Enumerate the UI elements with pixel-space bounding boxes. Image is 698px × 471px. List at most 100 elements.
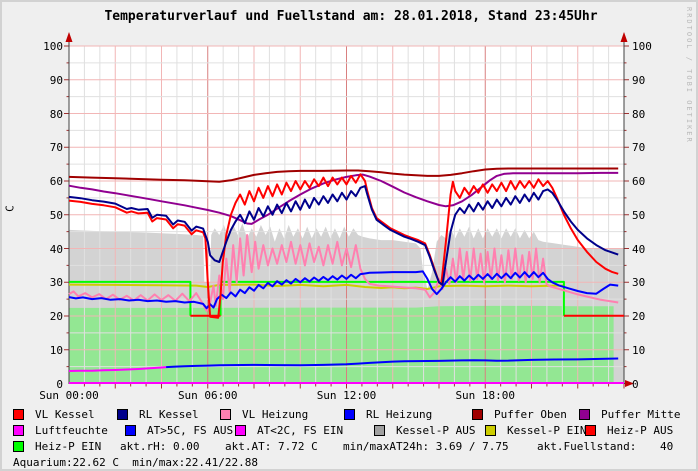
x-axis-arrow: [625, 380, 634, 387]
legend-row: Heiz-P EIN akt.rH: 0.00 akt.AT: 7.72 C min/…: [2, 440, 696, 454]
kessel-p-ein-line: [68, 283, 564, 290]
legend-swatch: [13, 425, 24, 436]
y-tick-label-right: 20: [632, 310, 646, 323]
legend-item: min/maxAT24h: 3.69 / 7.75: [343, 440, 509, 453]
legend-swatch: [579, 409, 590, 420]
legend-item: VL Kessel: [13, 408, 95, 421]
y-tick-label-left: 100: [43, 40, 63, 53]
y-tick-label-right: 30: [632, 276, 646, 290]
y-tick-label-left: 60: [49, 175, 63, 188]
legend-label: RL Heizung: [366, 408, 433, 421]
legend-text: akt.Fuellstand:: [537, 440, 637, 453]
y-tick-label-right: 80: [632, 107, 646, 121]
y-tick-label-left: 20: [49, 310, 63, 323]
legend-item: 40: [660, 440, 673, 453]
at-magenta-line: [68, 366, 167, 372]
y-tick-label-right: 0: [632, 377, 639, 391]
legend-swatch: [472, 409, 483, 420]
grid-layer: [69, 45, 624, 384]
legend-text: min/maxAT24h: 3.69 / 7.75: [343, 440, 509, 453]
legend-swatch: [220, 409, 231, 420]
legend-label: Luftfeuchte: [35, 424, 108, 437]
right-axis-arrow: [620, 32, 628, 42]
x-tick-label: Sun 00:00: [39, 389, 99, 402]
legend-item: Puffer Oben: [472, 408, 567, 421]
legend-label: AT<2C, FS EIN: [257, 424, 344, 437]
legend-swatch: [374, 425, 385, 436]
left-axis-arrow: [65, 32, 73, 42]
heiz-p-ein-line: [69, 280, 192, 316]
vl-heizung-line: [68, 234, 619, 312]
legend-text: akt.rH: 0.00: [120, 440, 200, 453]
legend-swatch: [13, 441, 24, 452]
legend-label: Puffer Oben: [494, 408, 567, 421]
y-tick-label-right: 60: [632, 175, 646, 188]
legend-label: RL Kessel: [139, 408, 199, 421]
x-tick-label: Sun 18:00: [455, 389, 516, 402]
y-tick-label-right: 50: [632, 208, 646, 222]
rl-kessel-line: [68, 185, 619, 286]
legend-item: Luftfeuchte: [13, 424, 108, 437]
legend-item: VL Heizung: [220, 408, 308, 421]
legend-swatch: [485, 425, 496, 436]
at-blue-line: [166, 357, 619, 369]
legend-swatch: [117, 409, 128, 420]
legend-label: VL Heizung: [242, 408, 309, 421]
y-tick-label-right: 40: [632, 242, 646, 256]
legend-item: AT>5C, FS AUS: [125, 424, 233, 437]
y-tick-label-left: 80: [49, 107, 63, 121]
legend-swatch: [344, 409, 355, 420]
legend-text: Aquarium:22.62 C min/max:22.41/22.88: [13, 456, 259, 469]
puffer-mitte-line: [68, 171, 619, 225]
y-tick-label-left: 70: [49, 141, 63, 155]
legend-label: Heiz-P EIN: [35, 440, 102, 453]
legend-label: VL Kessel: [35, 408, 95, 421]
y-tick-label-right: 10: [632, 343, 646, 357]
legend-item: akt.AT: 7.72 C: [225, 440, 318, 453]
legend-label: Kessel-P EIN: [507, 424, 587, 437]
x-tick-label: Sun 06:00: [177, 389, 238, 402]
legend-text: 40: [660, 440, 674, 453]
legend-label: AT>5C, FS AUS: [147, 424, 234, 437]
vl-kessel-line: [68, 173, 619, 319]
legend-swatch: [235, 425, 246, 436]
legend-text: akt.AT: 7.72 C: [225, 440, 318, 453]
legend-item: Heiz-P EIN: [13, 440, 101, 453]
legend-label: Puffer Mitte: [601, 408, 681, 421]
y-tick-label-right: 100: [632, 40, 652, 53]
legend-item: RL Kessel: [117, 408, 199, 421]
legend-swatch: [125, 425, 136, 436]
legend-swatch: [13, 409, 24, 420]
y-tick-label-left: 30: [49, 276, 63, 290]
legend-swatch: [585, 425, 596, 436]
legend-row: VL Kessel RL Kessel VL Heizung RL Heizung Pu…: [2, 408, 696, 422]
rrdtool-watermark: RRDTOOL / TOBI OETIKER: [685, 7, 693, 144]
puffer-oben-line: [68, 167, 619, 183]
legend-item: Aquarium:22.62 C min/max:22.41/22.88: [13, 456, 258, 469]
fuellstand-area: [69, 305, 614, 384]
y-tick-label-left: 50: [49, 208, 63, 222]
legend-label: Kessel-P AUS: [396, 424, 476, 437]
legend-item: AT<2C, FS EIN: [235, 424, 343, 437]
legend-item: Heiz-P AUS: [585, 424, 673, 437]
legend-row: Aquarium:22.62 C min/max:22.41/22.88: [2, 456, 696, 469]
rl-heizung-line: [68, 270, 619, 310]
legend-item: akt.Fuellstand:: [537, 440, 636, 453]
y-tick-label-left: 40: [49, 242, 63, 256]
x-tick-label: Sun 12:00: [316, 389, 377, 402]
series-layer: [68, 167, 624, 384]
y-tick-label-right: 90: [632, 73, 646, 87]
y-tick-label-left: 90: [49, 73, 63, 87]
legend-item: akt.rH: 0.00: [120, 440, 199, 453]
legend-item: RL Heizung: [344, 408, 432, 421]
legend-item: Puffer Mitte: [579, 408, 680, 421]
y-tick-label-right: 70: [632, 141, 646, 155]
legend-label: Heiz-P AUS: [607, 424, 674, 437]
legend-row: Luftfeuchte AT>5C, FS AUS AT<2C, FS EIN Kes…: [2, 424, 696, 438]
chart-title: Temperaturverlauf und Fuellstand am: 28.…: [104, 9, 598, 24]
legend-item: Kessel-P AUS: [374, 424, 475, 437]
y-tick-label-left: 10: [49, 343, 63, 357]
y-tick-label-left: 0: [56, 377, 63, 391]
